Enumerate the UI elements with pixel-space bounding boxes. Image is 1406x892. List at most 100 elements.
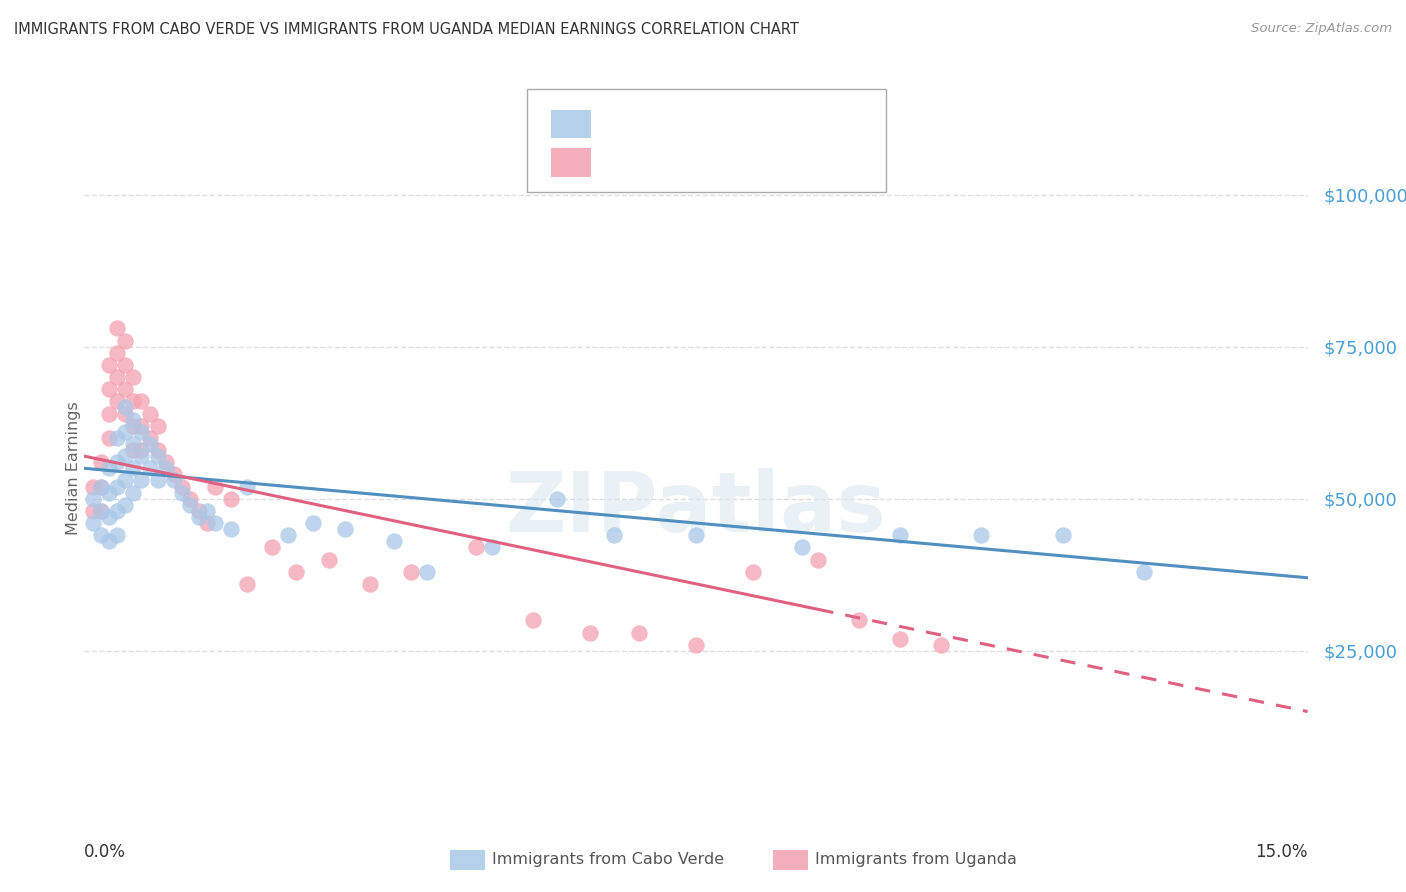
- Point: [90, 455, 112, 469]
- Point: [219, 522, 242, 536]
- Point: [105, 370, 128, 384]
- Text: Immigrants from Cabo Verde: Immigrants from Cabo Verde: [492, 853, 724, 867]
- Point: [260, 541, 283, 555]
- Point: [114, 407, 136, 421]
- Point: [105, 394, 128, 409]
- Point: [416, 565, 439, 579]
- Point: [97, 485, 120, 500]
- Point: [685, 638, 707, 652]
- Point: [236, 577, 259, 591]
- Point: [114, 382, 136, 396]
- Y-axis label: Median Earnings: Median Earnings: [66, 401, 80, 535]
- Point: [481, 541, 503, 555]
- Point: [97, 358, 120, 372]
- Point: [97, 461, 120, 475]
- Point: [179, 498, 201, 512]
- Point: [204, 479, 226, 493]
- Point: [138, 461, 160, 475]
- Point: [114, 334, 136, 348]
- Point: [579, 625, 602, 640]
- Point: [90, 504, 112, 518]
- Point: [90, 479, 112, 493]
- Text: R =: R =: [605, 104, 641, 122]
- Point: [105, 321, 128, 335]
- Text: IMMIGRANTS FROM CABO VERDE VS IMMIGRANTS FROM UGANDA MEDIAN EARNINGS CORRELATION: IMMIGRANTS FROM CABO VERDE VS IMMIGRANTS…: [14, 22, 799, 37]
- Point: [1052, 528, 1074, 542]
- Point: [146, 474, 169, 488]
- Point: [114, 449, 136, 463]
- Point: [97, 510, 120, 524]
- Point: [335, 522, 357, 536]
- Point: [138, 407, 160, 421]
- Point: [146, 418, 169, 433]
- Point: [131, 418, 153, 433]
- Point: [105, 528, 128, 542]
- Point: [97, 407, 120, 421]
- Point: [155, 455, 177, 469]
- Point: [122, 412, 145, 426]
- Point: [195, 504, 218, 518]
- Point: [114, 358, 136, 372]
- Point: [122, 394, 145, 409]
- Point: [82, 491, 104, 506]
- Point: [236, 479, 259, 493]
- Text: -0.282: -0.282: [638, 134, 697, 152]
- Point: [187, 510, 209, 524]
- Point: [97, 534, 120, 549]
- Text: Immigrants from Uganda: Immigrants from Uganda: [815, 853, 1018, 867]
- Point: [122, 485, 145, 500]
- Point: [114, 425, 136, 439]
- Point: [105, 455, 128, 469]
- Point: [90, 528, 112, 542]
- Point: [889, 632, 911, 646]
- Point: [685, 528, 707, 542]
- Text: 53: 53: [752, 104, 775, 122]
- Point: [131, 474, 153, 488]
- Text: 15.0%: 15.0%: [1256, 843, 1308, 861]
- Point: [382, 534, 405, 549]
- Point: [195, 516, 218, 530]
- Point: [131, 425, 153, 439]
- Point: [138, 431, 160, 445]
- Point: [399, 565, 422, 579]
- Point: [848, 613, 870, 627]
- Point: [122, 437, 145, 451]
- Point: [277, 528, 299, 542]
- Point: [889, 528, 911, 542]
- Point: [114, 401, 136, 415]
- Point: [138, 437, 160, 451]
- Point: [970, 528, 993, 542]
- Point: [163, 467, 186, 482]
- Point: [105, 345, 128, 359]
- Point: [464, 541, 486, 555]
- Point: [172, 485, 194, 500]
- Text: N =: N =: [706, 104, 754, 122]
- Point: [82, 479, 104, 493]
- Text: ZIPatlas: ZIPatlas: [506, 468, 886, 549]
- Point: [131, 443, 153, 458]
- Point: [359, 577, 381, 591]
- Point: [285, 565, 308, 579]
- Point: [131, 449, 153, 463]
- Point: [146, 443, 169, 458]
- Point: [603, 528, 626, 542]
- Point: [627, 625, 650, 640]
- Point: [114, 474, 136, 488]
- Text: 52: 52: [752, 134, 775, 152]
- Point: [318, 552, 340, 566]
- Point: [929, 638, 952, 652]
- Point: [807, 552, 830, 566]
- Point: [522, 613, 544, 627]
- Point: [790, 541, 813, 555]
- Point: [163, 474, 186, 488]
- Point: [179, 491, 201, 506]
- Point: [1133, 565, 1156, 579]
- Point: [122, 418, 145, 433]
- Point: [105, 479, 128, 493]
- Point: [187, 504, 209, 518]
- Point: [146, 449, 169, 463]
- Point: [97, 382, 120, 396]
- Text: 0.0%: 0.0%: [84, 843, 127, 861]
- Point: [204, 516, 226, 530]
- Point: [122, 443, 145, 458]
